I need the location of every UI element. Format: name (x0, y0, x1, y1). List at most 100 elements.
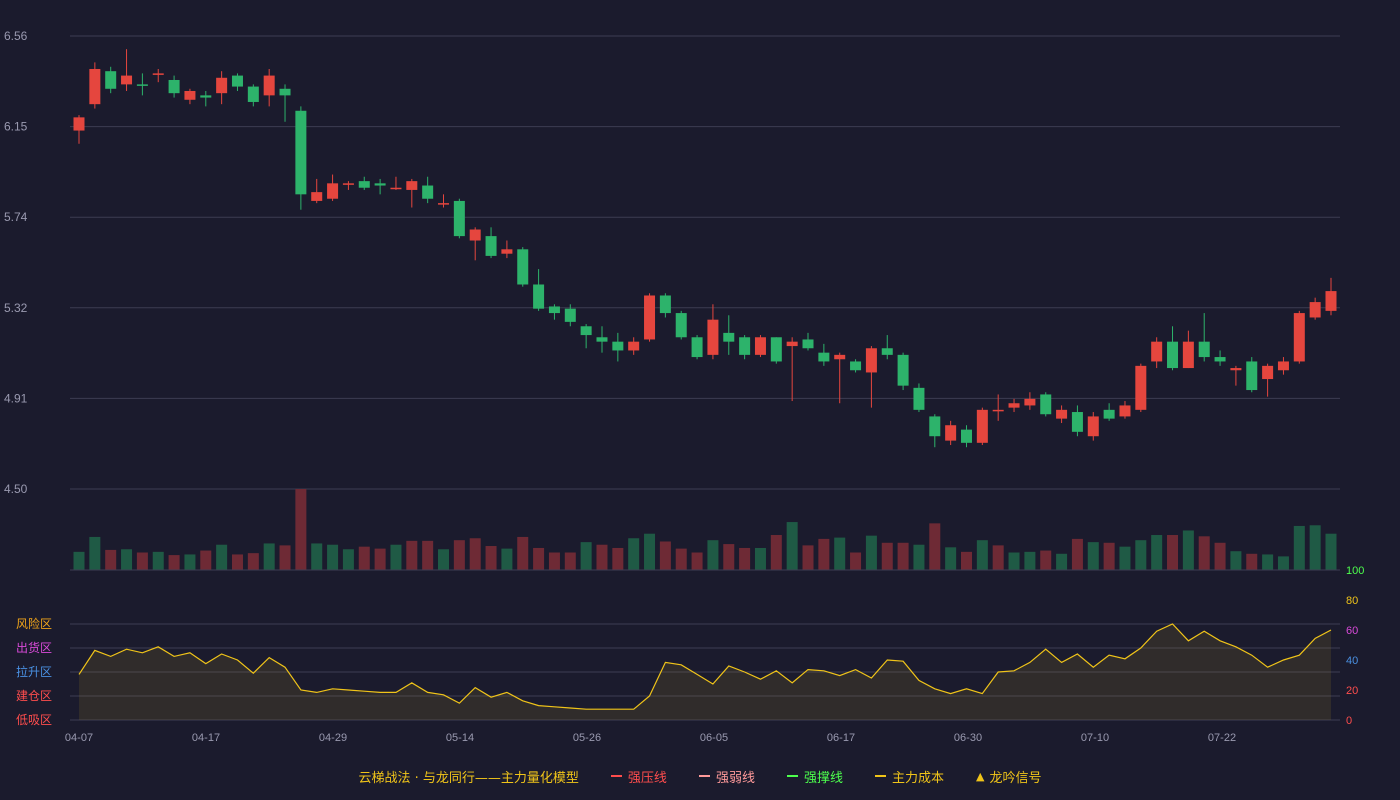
volume-bar (89, 536, 101, 570)
legend-item-main-cost[interactable]: 主力成本 (874, 767, 944, 786)
candle (1277, 357, 1289, 375)
candle-body (1167, 341, 1179, 369)
volume-bar (390, 544, 402, 570)
volume-bar (453, 540, 465, 570)
price-grid: 6.56 6.15 5.74 5.32 4.91 4.50 (4, 29, 1340, 496)
candle-body (406, 181, 418, 190)
candle-body (231, 75, 243, 87)
candle (533, 269, 545, 311)
candle-body (834, 354, 846, 360)
indicator-tick-label: 80 (1346, 595, 1358, 607)
volume-bar (501, 548, 513, 570)
candle (691, 335, 703, 360)
candle-body (263, 75, 275, 96)
volume-bar (802, 545, 814, 570)
candle-body (136, 84, 148, 86)
candle-body (327, 183, 339, 199)
volume-bar (327, 544, 339, 570)
candle (485, 227, 497, 259)
legend-label: 强压线 (627, 770, 667, 786)
candle (897, 352, 909, 391)
volume-bar (564, 552, 576, 570)
candle-body (184, 90, 196, 100)
candle-body (976, 409, 988, 443)
volume-bar (279, 545, 291, 570)
candle-body (992, 409, 1004, 412)
candle (786, 337, 798, 402)
candle (342, 181, 354, 190)
x-tick-label: 05-14 (446, 732, 474, 744)
candle (422, 176, 434, 204)
candle-body (913, 387, 925, 410)
candle (596, 326, 608, 353)
candle-body (644, 295, 656, 340)
candle (216, 71, 228, 105)
candle (390, 176, 402, 190)
zone-label: 拉升区 (16, 664, 52, 679)
volume-bars (73, 489, 1337, 570)
candle (834, 352, 846, 404)
candle-body (691, 337, 703, 358)
price-tick-label: 4.91 (4, 391, 28, 405)
legend-item-strength-line[interactable]: 强弱线 (698, 767, 755, 786)
volume-bar (342, 549, 354, 570)
candle-body (295, 110, 307, 195)
candle-body (485, 236, 497, 256)
candle (913, 383, 925, 413)
candle-body (580, 326, 592, 336)
candle (770, 337, 782, 364)
candle-body (628, 341, 640, 351)
x-tick-label: 06-05 (700, 732, 728, 744)
candle-body (1087, 416, 1099, 437)
candle (89, 62, 101, 109)
volume-bar (1293, 525, 1305, 570)
candle (184, 88, 196, 105)
volume-bar (675, 548, 687, 570)
legend-item-dragon-signal[interactable]: ▲ 龙吟信号 (976, 767, 1041, 786)
volume-bar (406, 540, 418, 570)
legend-solid-line-icon (610, 775, 622, 777)
candle-body (675, 313, 687, 338)
volume-bar (913, 544, 925, 570)
candle (469, 227, 481, 261)
volume-bar (1024, 551, 1036, 570)
volume-bar (1087, 542, 1099, 570)
candle (945, 420, 957, 446)
volume-bar (548, 552, 560, 570)
candle (976, 407, 988, 446)
candle (675, 310, 687, 340)
candle-body (200, 95, 212, 98)
candle-body (152, 73, 164, 75)
legend-item-strong-support[interactable]: 强撑线 (786, 767, 843, 786)
candle-body (754, 337, 766, 355)
legend-label: 强撑线 (803, 770, 843, 786)
candle (1262, 363, 1274, 397)
volume-bar (121, 549, 133, 570)
candle (279, 84, 291, 122)
volume-bar (739, 547, 751, 570)
volume-bar (136, 552, 148, 570)
candle-body (1119, 405, 1131, 417)
candle (1309, 297, 1321, 320)
candle (628, 337, 640, 355)
candle-body (1293, 313, 1305, 362)
candle (659, 293, 671, 318)
legend-item-strong-resistance[interactable]: 强压线 (610, 767, 667, 786)
candle-body (1230, 368, 1242, 371)
candle (850, 359, 862, 373)
legend-label: 龙吟信号 (989, 770, 1042, 786)
volume-bar (358, 546, 370, 570)
candle (929, 414, 941, 448)
candle (263, 68, 275, 107)
candle (1056, 405, 1068, 424)
candle-body (707, 319, 719, 355)
candle (517, 247, 529, 287)
volume-bar (200, 550, 212, 570)
volume-bar (1230, 551, 1242, 570)
candle-body (501, 249, 513, 254)
candle (881, 335, 893, 360)
volume-bar (707, 540, 719, 570)
candle-body (1309, 302, 1321, 318)
volume-bar (850, 552, 862, 570)
